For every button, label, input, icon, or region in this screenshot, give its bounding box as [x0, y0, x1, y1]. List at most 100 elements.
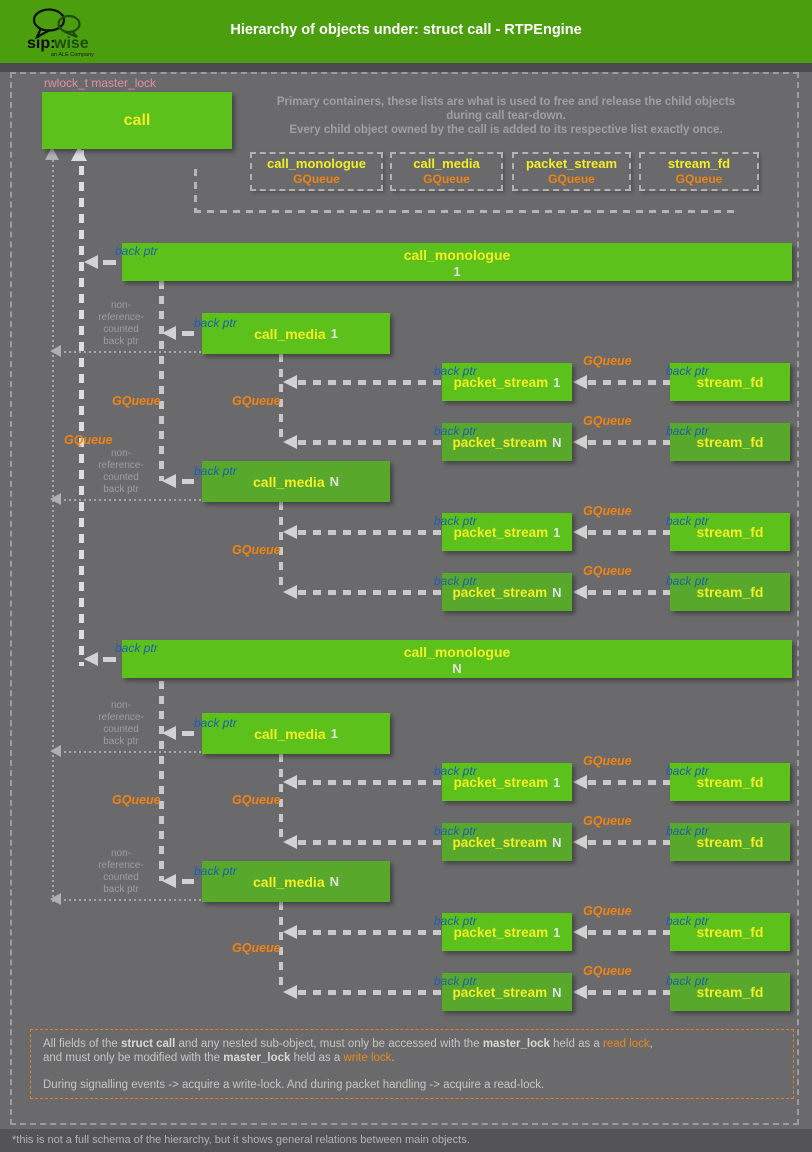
backptr-dashed-line	[298, 780, 442, 785]
back-ptr-label: back ptr	[434, 574, 477, 588]
backptr-dashed-line	[298, 530, 442, 535]
backptr-dashed-line	[588, 590, 670, 595]
box-number: 1	[330, 726, 338, 741]
box-title: stream_fd	[696, 584, 764, 600]
left-arrowhead	[573, 525, 587, 539]
back-ptr-label: back ptr	[434, 364, 477, 378]
back-ptr-label: back ptr	[666, 914, 709, 928]
left-arrowhead	[162, 874, 176, 888]
media-stream-link-line	[279, 354, 283, 442]
left-arrowhead	[50, 745, 61, 757]
box-title: stream_fd	[696, 984, 764, 1000]
box-title: packet_stream	[452, 834, 548, 850]
back-ptr-label: back ptr	[434, 824, 477, 838]
call-media-n-box: call_media N	[202, 861, 390, 902]
non-ref-note: non-reference-counted back ptr	[98, 848, 144, 895]
gqueue-label: GQueue	[583, 754, 632, 768]
backptr-dashed-line	[588, 840, 670, 845]
box-title: packet_stream	[453, 524, 549, 540]
container-type: GQueue	[423, 172, 470, 186]
box-title: stream_fd	[696, 434, 764, 450]
call-media-1-box: call_media 1	[202, 313, 390, 354]
intro-note: Primary containers, these lists are what…	[252, 95, 760, 137]
gqueue-label: GQueue	[583, 414, 632, 428]
left-arrowhead	[283, 835, 297, 849]
left-arrowhead	[573, 835, 587, 849]
box-title: packet_stream	[452, 984, 548, 1000]
box-title: packet_stream	[453, 374, 549, 390]
call-monologue-n-box: call_monologue N	[122, 640, 792, 678]
packet-stream-1-box: packet_stream 1	[442, 363, 572, 401]
footnote: *this is not a full schema of the hierar…	[12, 1134, 470, 1146]
packet-stream-n-box: packet_stream N	[442, 973, 572, 1011]
back-ptr-label: back ptr	[666, 424, 709, 438]
box-number: N	[552, 434, 562, 450]
gqueue-label: GQueue	[232, 543, 281, 557]
back-ptr-label: back ptr	[194, 716, 237, 730]
logo-sip-text: sip:	[27, 35, 55, 52]
box-number: 1	[453, 263, 461, 279]
packet-stream-1-box: packet_stream 1	[442, 913, 572, 951]
stream-fd-box: stream_fd	[670, 513, 790, 551]
non-ref-note: non-reference-counted back ptr	[98, 448, 144, 495]
box-title: call_monologue	[403, 643, 511, 660]
non-ref-backptr-branch	[54, 751, 202, 753]
box-title: call	[123, 111, 151, 129]
up-arrowhead	[71, 146, 87, 161]
back-ptr-label: back ptr	[666, 574, 709, 588]
box-number: 1	[553, 924, 561, 940]
backptr-dashed-line	[588, 380, 670, 385]
packet-stream-n-box: packet_stream N	[442, 823, 572, 861]
box-number: 1	[330, 326, 338, 341]
gqueue-label: GQueue	[112, 394, 161, 408]
header-bar: sip: wise an ALE Company Hierarchy of ob…	[0, 0, 812, 63]
box-number: N	[552, 834, 562, 850]
stream-fd-box: stream_fd	[670, 363, 790, 401]
container-type: GQueue	[548, 172, 595, 186]
box-title: stream_fd	[696, 524, 764, 540]
left-arrowhead	[162, 326, 176, 340]
container-title: call_media	[413, 156, 480, 171]
backptr-dashed-line	[588, 440, 670, 445]
box-title: call_media	[253, 873, 325, 890]
master-lock-label: rwlock_t master_lock	[44, 76, 157, 90]
container-call-monologue-gqueue: call_monologue GQueue	[250, 152, 383, 191]
box-title: packet_stream	[453, 774, 549, 790]
back-ptr-label: back ptr	[666, 514, 709, 528]
container-title: stream_fd	[667, 156, 731, 171]
box-number: N	[452, 660, 462, 676]
non-ref-backptr-line	[52, 150, 54, 902]
stream-fd-box: stream_fd	[670, 913, 790, 951]
up-arrowhead	[45, 147, 59, 160]
stream-fd-box: stream_fd	[670, 763, 790, 801]
arrow-dash	[103, 657, 116, 662]
back-ptr-label: back ptr	[434, 974, 477, 988]
packet-stream-1-box: packet_stream 1	[442, 763, 572, 801]
call-media-1-box: call_media 1	[202, 713, 390, 754]
left-arrowhead	[50, 345, 61, 357]
box-title: stream_fd	[696, 834, 764, 850]
box-title: stream_fd	[696, 924, 764, 940]
left-arrowhead	[283, 585, 297, 599]
backptr-dashed-line	[298, 930, 442, 935]
locking-note-box: All fields of the struct call and any ne…	[30, 1029, 794, 1099]
left-arrowhead	[573, 985, 587, 999]
left-arrowhead	[283, 375, 297, 389]
spacer	[43, 1065, 793, 1078]
box-number: N	[329, 474, 339, 489]
container-stream-fd-gqueue: stream_fd GQueue	[639, 152, 759, 191]
gqueue-label: GQueue	[583, 354, 632, 368]
left-arrowhead	[283, 925, 297, 939]
header-divider	[0, 63, 812, 72]
box-number: 1	[553, 524, 561, 540]
call-to-lists-connector	[194, 169, 197, 210]
left-arrowhead	[283, 985, 297, 999]
back-ptr-label: back ptr	[434, 914, 477, 928]
media-stream-link-line	[279, 754, 283, 842]
intro-line: Every child object owned by the call is …	[289, 124, 723, 136]
left-arrowhead	[162, 474, 176, 488]
intro-line: Primary containers, these lists are what…	[276, 96, 736, 108]
logo-tagline: an ALE Company	[51, 52, 94, 58]
left-arrowhead	[573, 585, 587, 599]
back-ptr-label: back ptr	[115, 244, 158, 258]
